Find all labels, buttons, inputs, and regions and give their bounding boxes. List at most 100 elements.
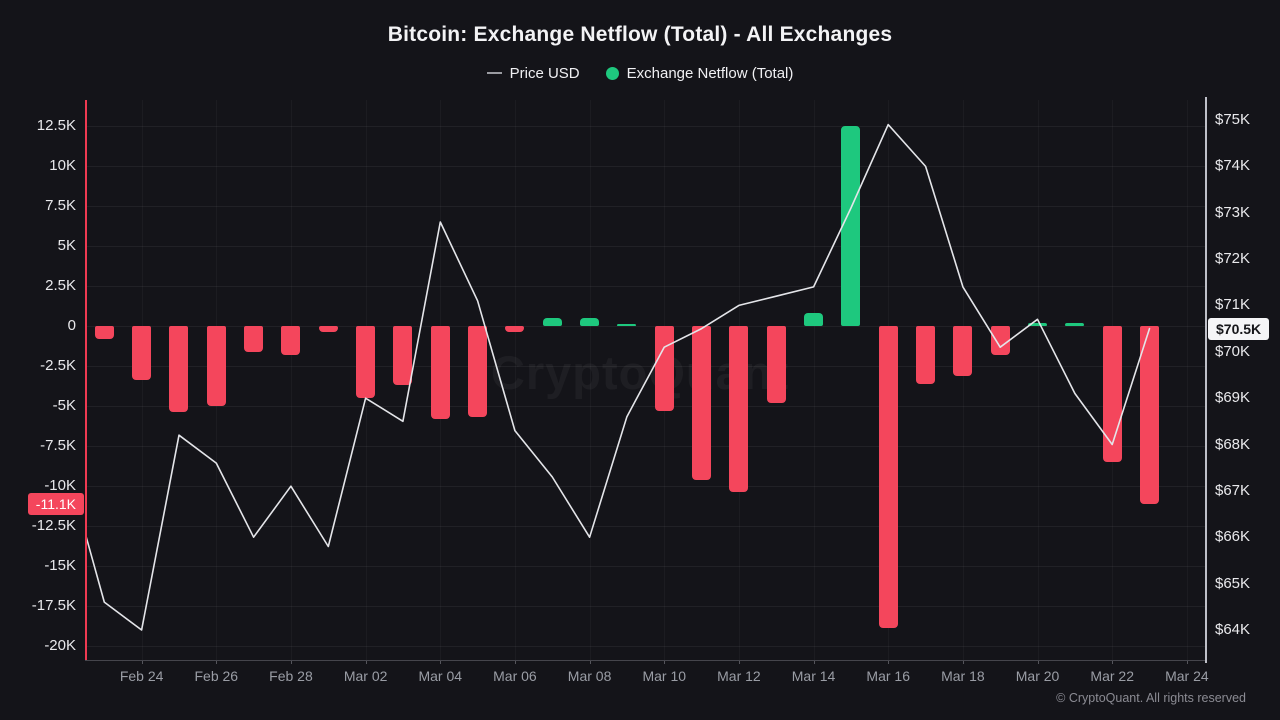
right-axis-tick: $72K — [1215, 250, 1251, 268]
gridline-horizontal — [85, 166, 1205, 167]
gridline-horizontal — [85, 366, 1205, 367]
netflow-bar[interactable] — [1140, 326, 1160, 504]
x-axis-label: Mar 10 — [642, 668, 687, 684]
netflow-bar[interactable] — [654, 326, 674, 411]
netflow-bar[interactable] — [841, 126, 861, 326]
right-axis-tick: $75K — [1215, 111, 1251, 128]
netflow-bar[interactable] — [1028, 322, 1048, 326]
left-axis-tick: -7.5K — [40, 437, 76, 454]
x-axis-tick — [888, 660, 890, 664]
netflow-bar[interactable] — [468, 326, 488, 418]
right-axis-tick: $67K — [1215, 481, 1251, 499]
netflow-bar[interactable] — [94, 326, 114, 339]
x-axis-label: Mar 14 — [791, 668, 836, 684]
x-axis-label: Feb 28 — [269, 668, 313, 684]
netflow-bar[interactable] — [169, 326, 189, 413]
netflow-bar[interactable] — [356, 326, 376, 398]
left-axis-tick: 2.5K — [45, 277, 76, 294]
netflow-bar[interactable] — [580, 318, 600, 326]
x-axis-tick — [514, 660, 516, 664]
gridline-horizontal — [85, 206, 1205, 207]
x-axis-label: Mar 22 — [1090, 668, 1134, 684]
left-axis-tick: -17.5K — [31, 597, 76, 614]
x-axis-tick — [1186, 660, 1188, 664]
netflow-value-badge: -11.1K — [27, 492, 84, 515]
right-axis-tick: $70K — [1215, 342, 1251, 360]
netflow-bar[interactable] — [729, 326, 749, 493]
gridline-horizontal — [85, 126, 1205, 127]
x-axis-tick — [141, 660, 143, 664]
price-value-badge: $70.5K — [1208, 317, 1270, 340]
right-axis-tick: $74K — [1215, 157, 1251, 175]
x-axis-label: Mar 04 — [418, 668, 463, 684]
netflow-bar[interactable] — [990, 326, 1010, 355]
netflow-bar[interactable] — [1065, 322, 1085, 326]
x-axis-label: Mar 02 — [343, 668, 388, 684]
right-axis-line — [1205, 97, 1207, 663]
netflow-bar[interactable] — [804, 313, 824, 326]
chart-title: Bitcoin: Exchange Netflow (Total) - All … — [387, 23, 893, 46]
right-axis-tick: $69K — [1215, 389, 1251, 407]
left-axis-tick: 0 — [67, 317, 76, 334]
x-axis-tick — [216, 660, 218, 664]
x-axis-tick — [440, 660, 442, 664]
left-axis-tick: 5K — [57, 237, 76, 254]
legend-label-netflow: Exchange Netflow (Total) — [626, 64, 794, 82]
gridline-horizontal — [85, 246, 1205, 247]
x-axis-label: Feb 24 — [119, 668, 164, 684]
netflow-dot-swatch-icon — [605, 66, 619, 80]
netflow-bar[interactable] — [766, 326, 786, 403]
gridline-horizontal — [85, 566, 1205, 567]
x-axis-tick — [962, 660, 964, 664]
right-axis-tick: $64K — [1215, 620, 1251, 638]
x-axis-line — [85, 660, 1205, 661]
x-axis-tick — [1037, 660, 1039, 664]
netflow-bar[interactable] — [318, 326, 338, 333]
crosshair-vertical-line — [85, 100, 87, 660]
netflow-bar[interactable] — [878, 326, 898, 629]
left-axis-tick: 7.5K — [45, 197, 76, 214]
left-axis-tick: 12.5K — [36, 117, 76, 134]
netflow-bar[interactable] — [953, 326, 973, 376]
left-axis-tick: -15K — [44, 557, 76, 574]
x-axis-tick — [738, 660, 740, 664]
x-axis-label: Mar 16 — [866, 668, 911, 684]
gridline-horizontal — [85, 486, 1205, 487]
netflow-bar[interactable] — [542, 318, 562, 326]
price-line-swatch-icon — [486, 72, 502, 74]
right-axis-tick: $66K — [1215, 528, 1251, 546]
legend-label-price: Price USD — [509, 64, 580, 82]
x-axis-label: Feb 26 — [194, 668, 239, 684]
left-axis-tick: -2.5K — [40, 357, 76, 374]
right-axis-tick: $68K — [1215, 435, 1251, 453]
x-axis-tick — [365, 660, 367, 664]
price-line — [85, 123, 1151, 631]
left-axis-tick: -5K — [52, 397, 76, 414]
netflow-bar[interactable] — [132, 326, 152, 381]
gridline-horizontal — [85, 446, 1205, 447]
x-axis-tick — [813, 660, 815, 664]
plot-area[interactable] — [85, 97, 1207, 663]
gridline-horizontal — [85, 646, 1205, 647]
copyright-notice: © CryptoQuant. All rights reserved — [1056, 691, 1246, 705]
netflow-bar[interactable] — [430, 326, 450, 419]
netflow-bar[interactable] — [505, 326, 525, 333]
legend-item-price[interactable]: Price USD — [486, 64, 580, 82]
legend-item-netflow[interactable]: Exchange Netflow (Total) — [605, 64, 794, 82]
netflow-bar[interactable] — [916, 326, 936, 384]
x-axis-label: Mar 20 — [1015, 668, 1060, 684]
netflow-bar[interactable] — [692, 326, 712, 480]
netflow-bar[interactable] — [393, 326, 413, 386]
netflow-bar[interactable] — [617, 323, 637, 326]
netflow-bar[interactable] — [206, 326, 226, 406]
netflow-bar[interactable] — [244, 326, 264, 352]
left-axis-tick: -12.5K — [31, 517, 76, 534]
left-axis-tick: -20K — [44, 637, 76, 654]
gridline-horizontal — [85, 526, 1205, 527]
x-axis-label: Mar 18 — [941, 668, 985, 684]
right-axis-tick: $71K — [1215, 296, 1251, 314]
gridline-horizontal — [85, 326, 1205, 327]
netflow-bar[interactable] — [281, 326, 301, 355]
x-axis-label: Mar 24 — [1165, 668, 1209, 684]
gridline-horizontal — [85, 286, 1205, 287]
